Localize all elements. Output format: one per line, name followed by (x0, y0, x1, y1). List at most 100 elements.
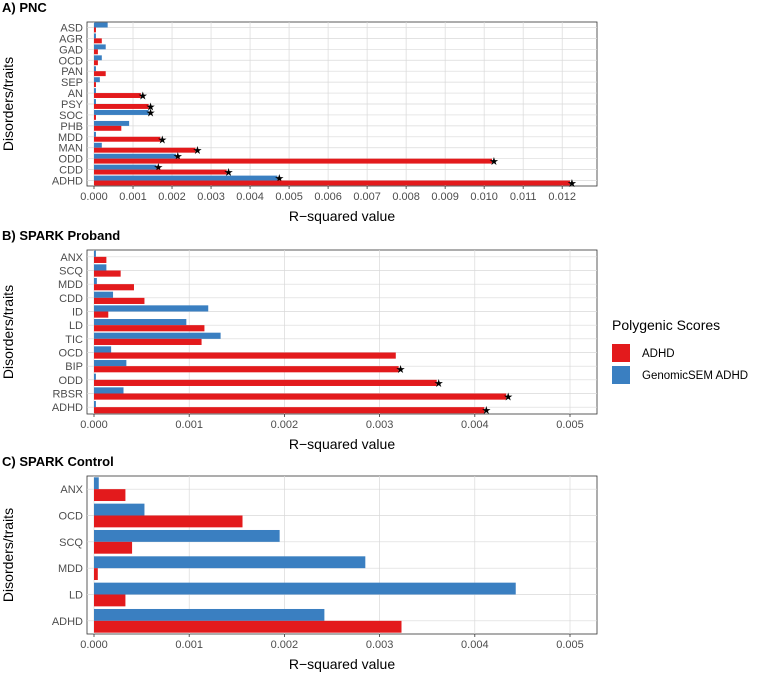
y-tick-label: OCD (59, 348, 84, 360)
bar-adhd-genomicsem (94, 608, 325, 621)
y-tick-label: PHB (60, 121, 83, 133)
bar-odd-genomicsem (94, 373, 96, 380)
y-tick-label: SCQ (59, 537, 83, 549)
panel-title: B) SPARK Proband (2, 228, 120, 243)
bar-sep-adhd (94, 82, 96, 88)
bar-scq-genomicsem (94, 529, 280, 542)
y-axis-label: Disorders/traits (0, 508, 16, 602)
y-tick-label: TIC (65, 334, 83, 346)
bar-adhd-adhd (94, 407, 485, 414)
y-tick-label: OCD (59, 511, 84, 523)
x-tick-label: 0.009 (431, 191, 459, 203)
legend: Polygenic Scores ADHD GenomicSEM ADHD (612, 317, 748, 384)
significance-star: ★ (396, 364, 406, 376)
x-tick-label: 0.001 (119, 191, 147, 203)
bar-cdd-genomicsem (94, 164, 157, 170)
x-tick-label: 0.000 (80, 191, 108, 203)
y-tick-label: SEP (61, 77, 83, 89)
x-tick-label: 0.010 (470, 191, 498, 203)
significance-star: ★ (173, 151, 183, 163)
x-axis-label: R−squared value (289, 436, 395, 452)
y-tick-label: OCD (59, 55, 84, 67)
bar-pan-adhd (94, 71, 106, 77)
legend-title: Polygenic Scores (612, 317, 720, 333)
legend-swatch-adhd (612, 344, 630, 362)
bar-anx-genomicsem (94, 477, 99, 490)
y-tick-label: CDD (59, 165, 83, 177)
plot-frame (86, 249, 598, 415)
x-tick-label: 0.005 (556, 639, 584, 651)
y-tick-label: SCQ (59, 266, 83, 278)
x-tick-label: 0.003 (366, 419, 394, 431)
y-tick-label: BIP (65, 361, 83, 373)
bar-ld-genomicsem (94, 319, 187, 326)
bar-rbsr-adhd (94, 393, 507, 400)
x-tick-label: 0.002 (158, 191, 186, 203)
x-tick-label: 0.007 (353, 191, 381, 203)
y-tick-label: AGR (59, 33, 83, 45)
x-tick-label: 0.001 (175, 419, 203, 431)
bar-gad-adhd (94, 49, 98, 55)
bar-soc-genomicsem (94, 110, 149, 115)
bar-scq-adhd (94, 270, 121, 277)
bar-asd-genomicsem (94, 22, 108, 28)
bar-pan-genomicsem (94, 66, 96, 72)
bar-ld-adhd (94, 325, 205, 332)
significance-star: ★ (489, 156, 499, 168)
bar-man-genomicsem (94, 142, 102, 148)
x-axis-label: R−squared value (289, 656, 395, 672)
x-tick-label: 0.000 (80, 639, 108, 651)
bar-odd-adhd (94, 158, 492, 164)
bar-adhd-adhd (94, 180, 570, 186)
significance-star: ★ (274, 173, 284, 185)
x-tick-label: 0.004 (461, 419, 489, 431)
y-tick-label: ASD (60, 22, 83, 34)
y-axis-label: Disorders/traits (0, 57, 16, 151)
y-tick-label: ANX (60, 252, 83, 264)
bar-agr-genomicsem (94, 33, 96, 39)
bar-ocd-adhd (94, 352, 396, 359)
bar-ocd-genomicsem (94, 55, 102, 61)
legend-swatch-genomicsem (612, 366, 630, 384)
bar-psy-adhd (94, 104, 149, 109)
x-tick-label: 0.008 (392, 191, 420, 203)
bar-agr-adhd (94, 38, 102, 44)
significance-star: ★ (192, 145, 202, 157)
significance-star: ★ (157, 134, 167, 146)
bar-soc-adhd (94, 114, 96, 120)
y-tick-label: PAN (61, 66, 83, 78)
x-tick-label: 0.002 (271, 419, 299, 431)
bar-scq-adhd (94, 541, 133, 554)
x-tick-label: 0.005 (275, 191, 303, 203)
y-tick-label: ADHD (52, 616, 83, 628)
x-tick-label: 0.001 (175, 639, 203, 651)
bar-ocd-adhd (94, 515, 243, 528)
bar-gad-genomicsem (94, 44, 106, 50)
y-tick-label: RBSR (52, 389, 83, 401)
bar-bip-adhd (94, 366, 399, 373)
bar-rbsr-genomicsem (94, 387, 124, 394)
y-tick-label: MDD (58, 279, 83, 291)
bar-mdd-genomicsem (94, 556, 366, 569)
bar-mdd-genomicsem (94, 278, 97, 285)
bar-psy-genomicsem (94, 99, 96, 104)
x-tick-label: 0.011 (510, 191, 537, 203)
bar-man-adhd (94, 147, 196, 153)
bar-sep-genomicsem (94, 77, 100, 83)
significance-star: ★ (153, 162, 163, 174)
y-tick-label: PSY (61, 99, 84, 111)
bar-an-genomicsem (94, 88, 96, 94)
y-tick-label: ODD (59, 375, 84, 387)
plot-frame (86, 475, 598, 635)
y-tick-label: MAN (59, 143, 84, 155)
x-tick-label: 0.003 (366, 639, 394, 651)
bar-anx-adhd (94, 489, 126, 502)
significance-star: ★ (434, 378, 444, 390)
significance-star: ★ (138, 91, 148, 103)
bar-mdd-adhd (94, 136, 161, 142)
significance-star: ★ (146, 101, 156, 113)
x-tick-label: 0.002 (271, 639, 299, 651)
bar-bip-genomicsem (94, 360, 127, 367)
